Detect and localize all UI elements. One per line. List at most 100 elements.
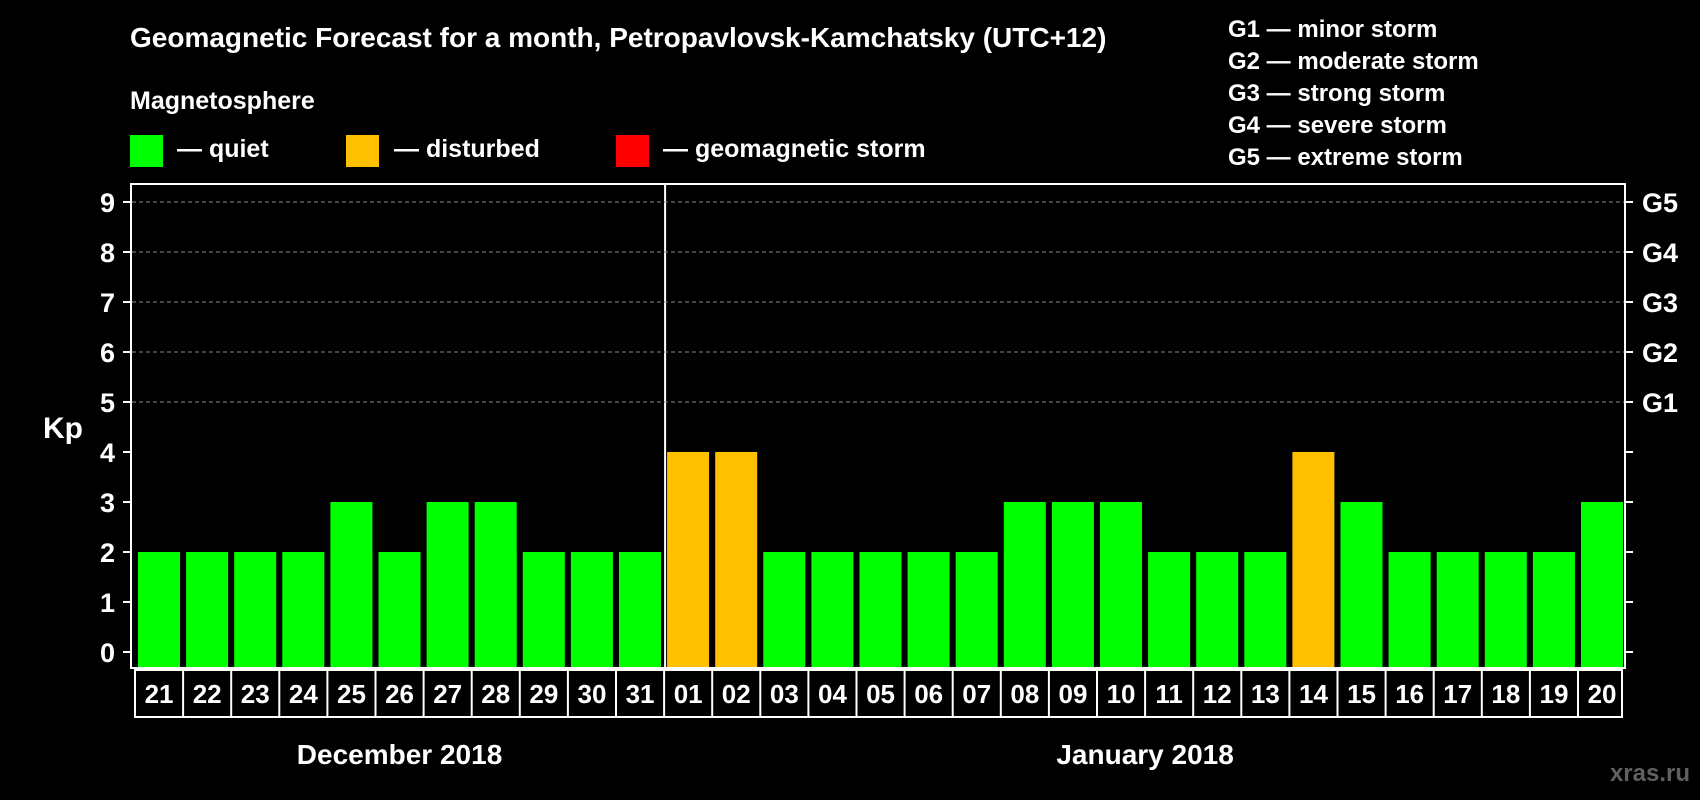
month-label: January 2018 bbox=[1056, 739, 1233, 770]
right-tick-label: G4 bbox=[1642, 238, 1678, 268]
date-label: 14 bbox=[1299, 679, 1328, 709]
month-label: December 2018 bbox=[297, 739, 502, 770]
date-label: 09 bbox=[1058, 679, 1087, 709]
kp-bar bbox=[474, 502, 517, 667]
date-label: 21 bbox=[145, 679, 174, 709]
date-label: 01 bbox=[674, 679, 703, 709]
date-label: 19 bbox=[1539, 679, 1568, 709]
kp-bar bbox=[1484, 552, 1527, 667]
legend-swatch-quiet bbox=[130, 135, 163, 167]
date-label: 28 bbox=[481, 679, 510, 709]
storm-scale-g5: G5 — extreme storm bbox=[1228, 144, 1463, 171]
date-label: 23 bbox=[241, 679, 270, 709]
legend-label-disturbed: — disturbed bbox=[394, 135, 540, 163]
kp-bar bbox=[1244, 552, 1287, 667]
date-label: 17 bbox=[1443, 679, 1472, 709]
date-label: 02 bbox=[722, 679, 751, 709]
plot-frame bbox=[130, 183, 1626, 669]
date-label: 18 bbox=[1491, 679, 1520, 709]
date-label: 08 bbox=[1010, 679, 1039, 709]
y-tick-label: 5 bbox=[100, 388, 115, 418]
right-tick-label: G5 bbox=[1642, 188, 1678, 218]
y-tick-label: 6 bbox=[100, 338, 115, 368]
date-label: 25 bbox=[337, 679, 366, 709]
legend-swatch-storm bbox=[616, 135, 649, 167]
kp-bar bbox=[859, 552, 902, 667]
legend-swatch-disturbed bbox=[346, 135, 379, 167]
date-row-frame bbox=[134, 669, 1623, 718]
kp-bar bbox=[1148, 552, 1191, 667]
right-tick-label: G2 bbox=[1642, 338, 1678, 368]
kp-bar bbox=[1051, 502, 1094, 667]
legend-label-quiet: — quiet bbox=[177, 135, 269, 163]
right-tick-label: G1 bbox=[1642, 388, 1678, 418]
kp-bar bbox=[955, 552, 998, 667]
kp-bar bbox=[1436, 552, 1479, 667]
y-axis-label: Kp bbox=[43, 412, 83, 445]
storm-scale-g2: G2 — moderate storm bbox=[1228, 48, 1479, 75]
kp-bar bbox=[907, 552, 950, 667]
storm-scale-g3: G3 — strong storm bbox=[1228, 80, 1445, 107]
month-labels: December 2018 January 2018 bbox=[297, 739, 1234, 770]
date-label: 16 bbox=[1395, 679, 1424, 709]
y-tick-label: 2 bbox=[100, 538, 115, 568]
date-label: 22 bbox=[193, 679, 222, 709]
date-label: 24 bbox=[289, 679, 318, 709]
legend-heading: Magnetosphere bbox=[130, 87, 315, 115]
date-label: 03 bbox=[770, 679, 799, 709]
date-label: 31 bbox=[626, 679, 655, 709]
date-label: 29 bbox=[529, 679, 558, 709]
kp-bar bbox=[1532, 552, 1575, 667]
kp-bar bbox=[1100, 502, 1142, 667]
kp-bar bbox=[1003, 502, 1046, 667]
kp-bar bbox=[811, 552, 854, 667]
kp-bar bbox=[715, 452, 758, 667]
kp-bar bbox=[667, 452, 710, 667]
date-label: 20 bbox=[1588, 679, 1617, 709]
right-axis-ticks: G1 G2 G3 G4 G5 bbox=[1625, 188, 1678, 653]
y-tick-label: 8 bbox=[100, 238, 115, 268]
storm-scale-g1: G1 — minor storm bbox=[1228, 16, 1437, 43]
kp-bar bbox=[763, 552, 806, 667]
date-label: 27 bbox=[433, 679, 462, 709]
x-axis-date-labels: 21 22 23 24 25 26 27 28 29 30 31 01 02 03 04 05 06 07 08 09… bbox=[145, 670, 1617, 717]
chart-title: Geomagnetic Forecast for a month, Petrop… bbox=[130, 22, 1106, 53]
watermark: xras.ru bbox=[1610, 760, 1690, 787]
y-tick-label: 0 bbox=[100, 638, 115, 668]
y-axis-ticks: 0 1 2 3 4 5 6 7 8 9 bbox=[100, 188, 131, 668]
kp-bar bbox=[522, 552, 565, 667]
date-label: 15 bbox=[1347, 679, 1376, 709]
right-tick-label: G3 bbox=[1642, 288, 1678, 318]
kp-bar bbox=[570, 552, 613, 667]
kp-bar bbox=[282, 552, 325, 667]
kp-bar bbox=[330, 502, 373, 667]
date-label: 30 bbox=[577, 679, 606, 709]
date-label: 26 bbox=[385, 679, 414, 709]
kp-bar bbox=[1196, 552, 1239, 667]
y-tick-label: 7 bbox=[100, 288, 115, 318]
grid-lines bbox=[132, 201, 1624, 403]
date-label: 11 bbox=[1155, 679, 1183, 709]
kp-bar bbox=[1340, 502, 1383, 667]
kp-bar bbox=[1292, 452, 1335, 667]
kp-bar bbox=[186, 552, 229, 667]
kp-bar bbox=[138, 552, 180, 667]
date-label: 12 bbox=[1203, 679, 1232, 709]
date-label: 06 bbox=[914, 679, 943, 709]
date-label: 13 bbox=[1251, 679, 1280, 709]
date-label: 04 bbox=[818, 679, 847, 709]
bars bbox=[138, 452, 1623, 667]
kp-bar bbox=[1581, 502, 1623, 667]
kp-bar bbox=[378, 552, 421, 667]
kp-bar bbox=[234, 552, 277, 667]
legend-label-storm: — geomagnetic storm bbox=[663, 135, 926, 163]
kp-bar bbox=[619, 552, 661, 667]
date-label: 05 bbox=[866, 679, 895, 709]
y-tick-label: 4 bbox=[100, 438, 115, 468]
kp-bar bbox=[1388, 552, 1431, 667]
y-tick-label: 9 bbox=[100, 188, 115, 218]
date-label: 07 bbox=[962, 679, 991, 709]
y-tick-label: 3 bbox=[100, 488, 115, 518]
date-label: 10 bbox=[1107, 679, 1136, 709]
